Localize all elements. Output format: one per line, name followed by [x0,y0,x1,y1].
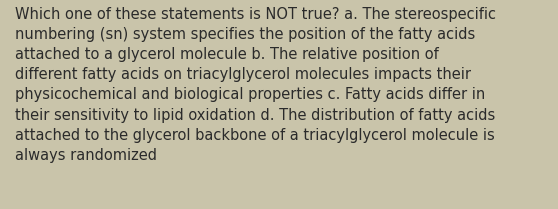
Text: Which one of these statements is NOT true? a. The stereospecific
numbering (sn) : Which one of these statements is NOT tru… [15,7,496,163]
